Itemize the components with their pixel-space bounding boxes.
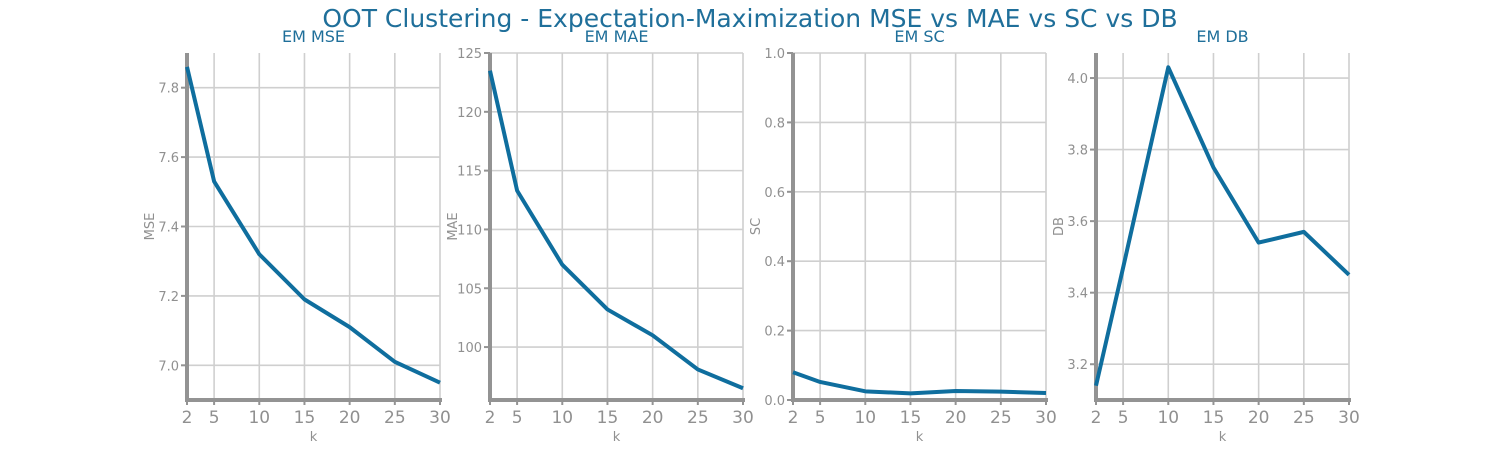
chart-title: EM MSE [282,27,345,46]
series-line [792,370,1047,396]
x-tick-label: 30 [1338,408,1360,428]
y-tick-label: 110 [457,223,482,238]
y-tick-label: 3.2 [1067,358,1088,373]
chart-panel-3: 0.0 0.2 0.4 0.6 0.8 1.0 2 5 10 15 20 25 30 k SC EM SC [749,27,1057,445]
x-tick-label: 25 [687,408,709,428]
x-tick-label: 5 [815,408,826,428]
y-tick-label: 125 [457,47,482,62]
x-tick-label: 5 [512,408,523,428]
x-tick-label: 30 [1035,408,1057,428]
x-tick-label: 10 [1157,408,1179,428]
x-axis-label: k [1219,430,1227,445]
chart-title: EM DB [1196,27,1248,46]
x-tick-label: 20 [642,408,664,428]
x-tick-label: 2 [788,408,799,428]
x-tick-label: 25 [384,408,406,428]
x-tick-label: 15 [597,408,619,428]
y-axis-label: SC [749,218,764,235]
y-axis-label: MAE [446,212,461,240]
y-tick-label: 0.0 [764,394,785,409]
y-tick-label: 3.8 [1067,144,1088,159]
series-line [185,66,441,385]
x-tick-label: 5 [209,408,220,428]
x-axis-label: k [613,430,621,445]
y-tick-label: 0.4 [764,255,785,270]
y-axis-label: DB [1052,217,1067,236]
chart-panel-1: 7.0 7.2 7.4 7.6 7.8 2 5 10 15 20 25 30 k MSE EM MSE [143,27,451,445]
x-tick-label: 10 [854,408,876,428]
x-tick-label: 15 [900,408,922,428]
chart-panel-2: 100 105 110 115 120 125 2 5 10 15 20 25 30 k MAE EM MAE [446,27,754,445]
x-tick-label: 10 [248,408,270,428]
x-tick-label: 2 [182,408,193,428]
x-tick-label: 30 [429,408,451,428]
x-tick-label: 20 [945,408,967,428]
x-tick-label: 15 [294,408,316,428]
y-tick-label: 120 [457,106,482,121]
x-tick-label: 25 [990,408,1012,428]
y-tick-label: 7.4 [158,221,179,236]
x-tick-label: 20 [1248,408,1270,428]
x-tick-label: 30 [732,408,754,428]
x-tick-label: 15 [1203,408,1225,428]
chart-title: EM SC [894,27,944,46]
x-tick-label: 10 [551,408,573,428]
x-tick-label: 25 [1293,408,1315,428]
y-tick-label: 0.6 [764,186,785,201]
y-tick-label: 3.4 [1067,287,1088,302]
x-tick-label: 5 [1118,408,1129,428]
y-tick-label: 3.6 [1067,215,1088,230]
chart-panel-4: 3.2 3.4 3.6 3.8 4.0 2 5 10 15 20 25 30 k DB EM DB [1052,27,1360,445]
y-tick-label: 7.8 [158,82,179,97]
y-tick-label: 1.0 [764,47,785,62]
y-tick-label: 115 [457,165,482,180]
y-tick-label: 7.0 [158,359,179,374]
x-tick-label: 20 [339,408,361,428]
x-tick-label: 2 [485,408,496,428]
chart-title: EM MAE [585,27,649,46]
x-tick-label: 2 [1091,408,1102,428]
y-tick-label: 4.0 [1067,72,1088,87]
y-tick-label: 0.8 [764,116,785,131]
y-tick-label: 0.2 [764,325,785,340]
x-axis-label: k [916,430,924,445]
y-tick-label: 100 [457,341,482,356]
y-tick-label: 105 [457,282,482,297]
series-line [1094,65,1351,387]
y-tick-label: 7.2 [158,290,179,305]
x-axis-label: k [310,430,318,445]
y-axis-label: MSE [143,213,158,241]
figure-title: OOT Clustering - Expectation-Maximizatio… [322,4,1178,33]
y-tick-label: 7.6 [158,151,179,166]
